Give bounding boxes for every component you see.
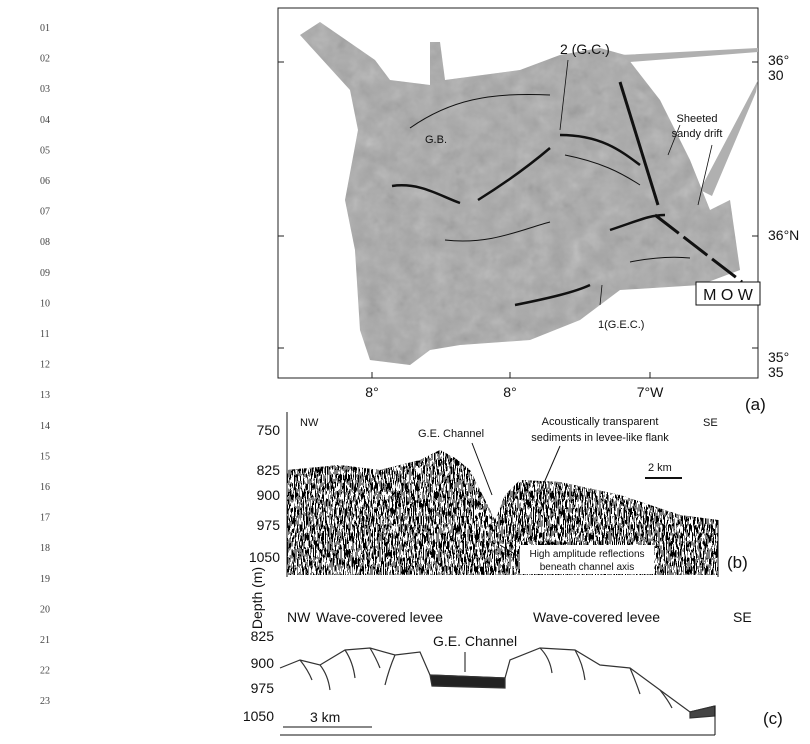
lat-label: 35 [768,364,784,380]
label-drift: sandy drift [672,128,723,140]
depth-label: 1050 [249,549,280,565]
lon-label: 7°W [637,384,664,400]
depth-label: 1050 [243,708,274,724]
label-nw: NW [287,609,311,625]
line-number: 04 [40,115,50,126]
line-number: 01 [40,23,50,34]
echo-frame [280,706,715,735]
depth-label: 900 [251,655,275,671]
scale-label: 3 km [310,709,340,725]
line-number: 20 [40,604,50,615]
depth-label: 750 [257,422,281,438]
echo-profile [280,648,715,718]
lat-label: 35° [768,349,789,365]
page-body: 01 02 03 04 05 06 07 08 09 10 11 12 13 14 15 16 17 18 19 20… [0,0,810,744]
label-transparent: sediments in levee-like flank [531,432,669,444]
label-gb: G.B. [425,134,447,146]
line-number: 17 [40,513,50,524]
panel-label: (a) [745,395,766,414]
line-number: 11 [40,329,50,340]
lat-label: 30 [768,67,784,83]
lon-label: 8° [503,384,516,400]
figure: 01 02 03 04 05 06 07 08 09 10 11 12 13 14 15 16 17 18 19 20… [0,0,810,744]
label-reflections: beneath channel axis [540,562,635,573]
line-number: 18 [40,543,50,554]
line-number: 06 [40,176,50,187]
axis-title: Depth (m) [249,567,265,629]
line-number: 21 [40,635,50,646]
line-number: 08 [40,237,50,248]
line-number: 12 [40,360,50,371]
line-number: 23 [40,696,50,707]
depth-label: 975 [257,517,281,533]
line-number: 09 [40,268,50,279]
lat-label: 36°N [768,227,799,243]
line-number: 14 [40,421,50,432]
line-number: 10 [40,298,50,309]
label-levee: Wave-covered levee [533,609,660,625]
depth-label: 975 [251,680,275,696]
label-se: SE [703,417,718,429]
line-numbers: 01 02 03 04 05 06 07 08 09 10 11 12 13 14 15 16 17 18 19 20… [40,23,50,707]
line-number: 15 [40,451,50,462]
label-se: SE [733,609,752,625]
label-mow: M O W [703,287,754,304]
label-reflections: High amplitude reflections [529,549,644,560]
line-number: 13 [40,390,50,401]
lon-label: 8° [365,384,378,400]
label-channel: G.E. Channel [433,633,517,649]
line-number: 16 [40,482,50,493]
label-gc: 2 (G.C.) [560,41,610,57]
bathymetry-map [300,22,758,365]
lat-label: 36° [768,52,789,68]
page: Figure {"line_numbers":["01","02","03","… [0,0,810,744]
depth-label: 825 [257,462,281,478]
depth-label: 825 [251,628,275,644]
panel-label: (b) [727,553,748,572]
label-drift: Sheeted [677,113,718,125]
scale-label: 2 km [648,462,672,474]
label-nw: NW [300,417,319,429]
label-channel: G.E. Channel [418,428,484,440]
depth-label: 900 [257,487,281,503]
line-number: 02 [40,54,50,65]
line-number: 05 [40,145,50,156]
label-gec: 1(G.E.C.) [598,319,644,331]
panel-label: (c) [763,709,783,728]
label-transparent: Acoustically transparent [542,416,659,428]
line-number: 22 [40,666,50,677]
line-number: 03 [40,84,50,95]
line-number: 07 [40,207,50,218]
label-levee: Wave-covered levee [316,609,443,625]
line-number: 19 [40,574,50,585]
